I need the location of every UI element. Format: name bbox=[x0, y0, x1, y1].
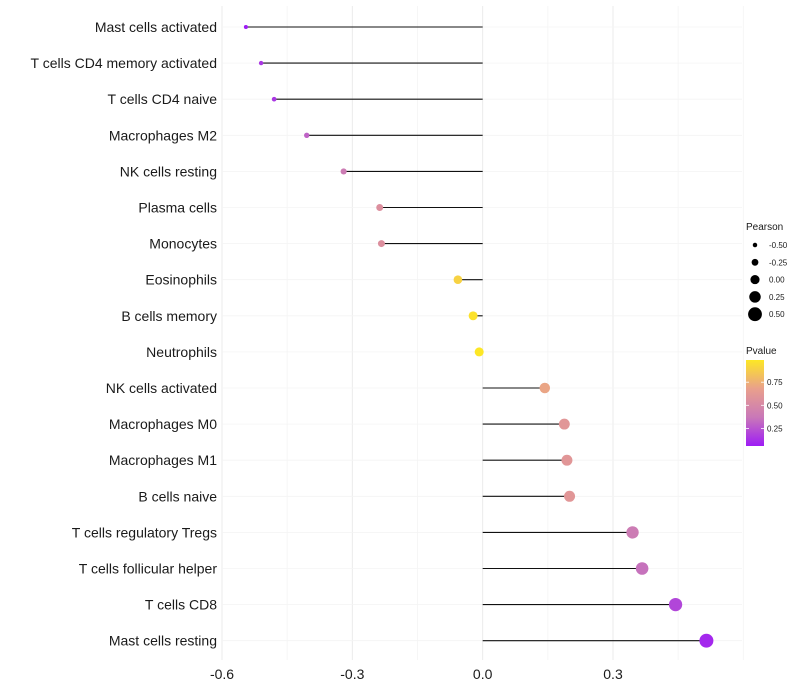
lollipop-point bbox=[377, 240, 385, 248]
grid-lines bbox=[221, 6, 744, 660]
category-label: Macrophages M1 bbox=[109, 452, 217, 468]
color-legend-label: 0.75 bbox=[767, 378, 783, 387]
category-label: Neutrophils bbox=[146, 344, 217, 360]
lollipop-point bbox=[258, 60, 264, 66]
lollipop-point bbox=[558, 418, 570, 430]
x-tick-label: 0.3 bbox=[603, 666, 623, 682]
lollipop-stems bbox=[245, 26, 707, 642]
category-label: B cells naive bbox=[138, 488, 217, 504]
x-tick-label: -0.6 bbox=[210, 666, 234, 682]
category-labels: Mast cells activated T cells CD4 memory a… bbox=[31, 19, 218, 649]
x-tick-label: 0.0 bbox=[473, 666, 493, 682]
lollipop-point bbox=[453, 275, 463, 285]
category-label: Macrophages M2 bbox=[109, 127, 217, 143]
lollipop-point bbox=[539, 382, 551, 394]
color-legend-label: 0.25 bbox=[767, 424, 783, 433]
pvalue-colorbar bbox=[746, 360, 764, 446]
lollipop-point bbox=[243, 24, 248, 30]
size-legend-key bbox=[751, 258, 759, 266]
category-label: Mast cells activated bbox=[95, 19, 217, 35]
lollipop-point bbox=[626, 526, 639, 539]
color-legend-title: Pvalue bbox=[746, 346, 777, 357]
lollipop-point bbox=[468, 311, 478, 321]
size-legend-label: 0.50 bbox=[769, 310, 785, 319]
category-label: B cells memory bbox=[121, 308, 217, 324]
x-axis-tick-labels: -0.6 -0.3 0.0 0.3 bbox=[210, 666, 623, 682]
category-label: T cells follicular helper bbox=[79, 561, 218, 577]
size-legend-key bbox=[749, 291, 761, 303]
size-legend-label: 0.00 bbox=[769, 276, 785, 285]
category-label: T cells regulatory Tregs bbox=[72, 524, 217, 540]
category-label: T cells CD4 naive bbox=[108, 91, 218, 107]
x-tick-label: -0.3 bbox=[340, 666, 364, 682]
size-legend-title: Pearson bbox=[746, 222, 783, 233]
category-label: Macrophages M0 bbox=[109, 416, 217, 432]
category-label: Mast cells resting bbox=[109, 633, 217, 649]
lollipop-point bbox=[564, 490, 576, 502]
category-label: T cells CD8 bbox=[145, 597, 217, 613]
size-legend-label: 0.25 bbox=[769, 293, 785, 302]
lollipop-point bbox=[304, 132, 310, 138]
lollipop-point bbox=[561, 454, 573, 466]
category-label: NK cells resting bbox=[120, 163, 217, 179]
lollipop-point bbox=[271, 96, 277, 102]
category-label: Monocytes bbox=[149, 236, 217, 252]
lollipop-point bbox=[699, 633, 714, 648]
lollipop-point bbox=[474, 347, 484, 357]
color-legend-label: 0.50 bbox=[767, 401, 783, 410]
lollipop-point bbox=[376, 204, 384, 211]
size-legend-label: -0.25 bbox=[769, 258, 788, 267]
category-label: T cells CD4 memory activated bbox=[31, 55, 217, 71]
size-legend-key bbox=[748, 307, 762, 322]
size-legend-key bbox=[750, 275, 760, 285]
category-label: Eosinophils bbox=[145, 272, 217, 288]
lollipop-point bbox=[635, 562, 649, 575]
legend: Pearson -0.50 -0.25 0.00 0.25 0.50 Pvalue 0.75 0… bbox=[746, 222, 788, 446]
lollipop-point bbox=[340, 168, 347, 175]
lollipop-point bbox=[668, 597, 683, 612]
size-legend-label: -0.50 bbox=[769, 241, 788, 250]
category-label: NK cells activated bbox=[106, 380, 217, 396]
size-legend-key bbox=[752, 242, 758, 248]
lollipop-points bbox=[243, 24, 714, 648]
category-label: Plasma cells bbox=[138, 200, 217, 216]
